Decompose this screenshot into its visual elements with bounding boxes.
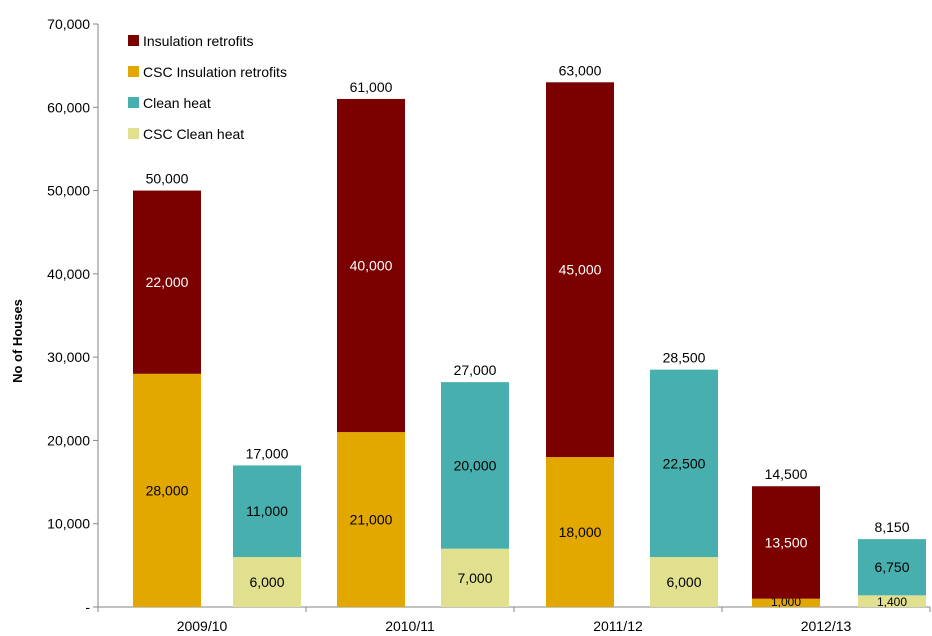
segment-data-label: 21,000	[350, 512, 393, 528]
bar-total-label: 14,500	[765, 466, 808, 482]
bar-segment	[233, 465, 301, 558]
stacked-bar: 21,000 40,000 61,000	[337, 79, 405, 607]
bar-segment	[233, 557, 301, 607]
bar-segment	[858, 595, 926, 607]
bar-segment	[752, 598, 820, 607]
legend-swatch	[128, 35, 139, 46]
legend-swatch	[128, 66, 139, 77]
legend-label: Insulation retrofits	[143, 33, 254, 49]
bar-segment	[133, 373, 201, 607]
legend-label: CSC Clean heat	[143, 126, 244, 142]
bar-segment	[650, 557, 718, 607]
y-tick-label: 20,000	[47, 432, 90, 448]
x-category-label: 2011/12	[593, 618, 643, 634]
legend-label: CSC Insulation retrofits	[143, 64, 287, 80]
segment-data-label: 6,000	[249, 574, 284, 590]
legend-item: Clean heat	[128, 95, 211, 111]
bar-segment	[546, 457, 614, 607]
bar-total-label: 17,000	[246, 445, 289, 461]
bar-segment	[650, 369, 718, 558]
y-tick-label: 60,000	[47, 99, 90, 115]
segment-data-label: 7,000	[457, 570, 492, 586]
segment-data-label: 6,750	[874, 559, 909, 575]
y-tick-label: 50,000	[47, 183, 90, 199]
bar-segment	[752, 486, 820, 599]
segment-data-label: 11,000	[246, 503, 288, 519]
segment-data-label: 13,500	[765, 534, 808, 550]
bar-total-label: 8,150	[874, 519, 909, 535]
bar-segment	[133, 190, 201, 374]
segment-data-label: 45,000	[559, 262, 602, 278]
stacked-bar: 6,000 11,000 17,000	[233, 445, 301, 607]
stacked-bar: 6,000 22,500 28,500	[650, 350, 718, 607]
segment-data-label: 22,500	[663, 455, 706, 471]
segment-data-label: 18,000	[559, 524, 602, 540]
legend-item: CSC Clean heat	[128, 126, 244, 142]
stacked-bar: 18,000 45,000 63,000	[546, 62, 614, 607]
legend-item: Insulation retrofits	[128, 33, 254, 49]
segment-data-label: 6,000	[666, 574, 701, 590]
x-category-label: 2010/11	[385, 618, 435, 634]
bar-total-label: 28,500	[663, 350, 706, 366]
bar-total-label: 61,000	[350, 79, 393, 95]
y-tick-label: 10,000	[47, 516, 90, 532]
bar-total-label: 27,000	[454, 362, 497, 378]
bar-segment	[441, 382, 509, 549]
bar-total-label: 63,000	[559, 62, 602, 78]
bar-segment	[337, 98, 405, 433]
segment-data-label: 1,400	[877, 595, 907, 609]
axes: - 10,000 20,000 30,000 40,000 50,000 60,000 70,…	[47, 16, 931, 634]
y-tick-label: -	[85, 599, 90, 615]
bar-total-label: 50,000	[146, 171, 189, 187]
legend-swatch	[128, 97, 139, 108]
x-category-label: 2009/10	[177, 618, 228, 634]
segment-data-label: 28,000	[146, 482, 189, 498]
segment-data-label: 22,000	[146, 274, 189, 290]
y-tick-label: 40,000	[47, 266, 90, 282]
legend-item: CSC Insulation retrofits	[128, 64, 287, 80]
bar-segment	[546, 82, 614, 458]
legend-label: Clean heat	[143, 95, 211, 111]
y-axis-label: No of Houses	[10, 299, 25, 383]
stacked-bar: 7,000 20,000 27,000	[441, 362, 509, 607]
x-category-label: 2012/13	[801, 618, 852, 634]
stacked-bar: 28,000 22,000 50,000	[133, 171, 201, 607]
legend-swatch	[128, 128, 139, 139]
y-tick-label: 30,000	[47, 349, 90, 365]
y-tick-label: 70,000	[47, 16, 90, 32]
segment-data-label: 20,000	[454, 457, 497, 473]
bar-segment	[858, 539, 926, 596]
stacked-bar: 1,400 6,750 8,150	[858, 519, 926, 609]
bar-segment	[337, 432, 405, 607]
bar-segment	[441, 548, 509, 607]
legend: Insulation retrofits CSC Insulation retro…	[128, 33, 287, 142]
segment-data-label: 40,000	[350, 258, 393, 274]
bars: 28,000 22,000 50,000 6,000 11,000 17,000 21,00…	[133, 62, 926, 609]
